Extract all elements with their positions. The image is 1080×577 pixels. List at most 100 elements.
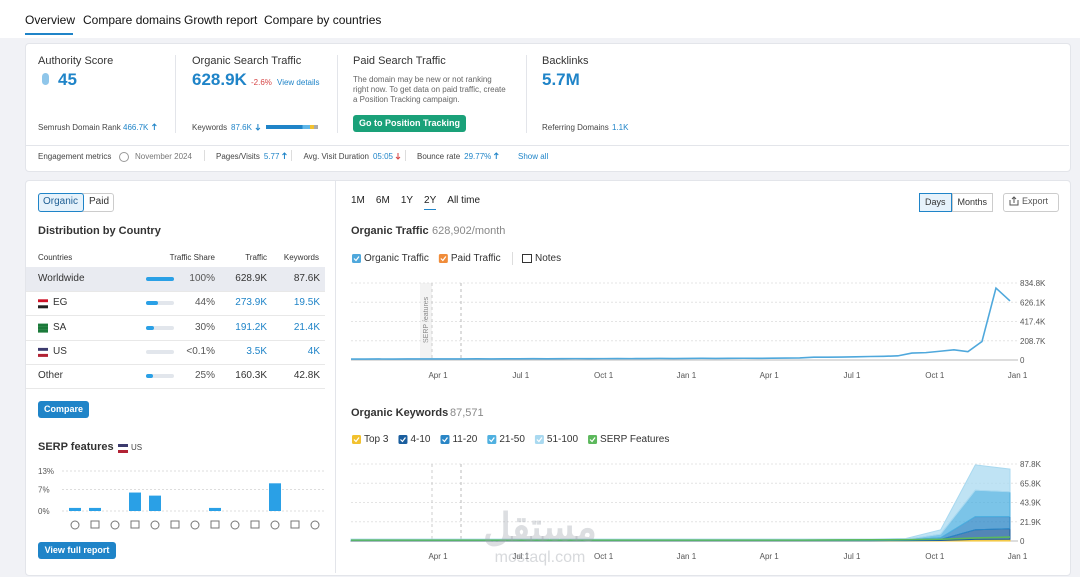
- range-button[interactable]: 1M: [351, 195, 365, 206]
- notes[interactable]: Notes: [535, 253, 562, 264]
- range-button[interactable]: 6M: [375, 195, 390, 206]
- traffic: 160.3K: [235, 370, 267, 382]
- column-header: Countries: [38, 253, 73, 262]
- sub-value[interactable]: 1.1K: [612, 123, 629, 132]
- range-button[interactable]: 1Y: [400, 195, 414, 206]
- country: US: [53, 345, 67, 357]
- button[interactable]: Compare: [38, 401, 89, 418]
- section-title: SERP features: [38, 441, 114, 453]
- toggle-option[interactable]: Paid: [89, 196, 110, 207]
- keywords[interactable]: 19.5K: [293, 297, 320, 309]
- keyword-bar: [266, 125, 318, 129]
- legend-label[interactable]: 11-20: [452, 434, 478, 445]
- engagement-label: Engagement metrics: [38, 152, 112, 161]
- button[interactable]: View full report: [38, 542, 116, 559]
- country: SA: [53, 321, 67, 333]
- column-header: Traffic Share: [169, 253, 215, 262]
- share: 25%: [194, 370, 215, 382]
- metric-value: 45: [58, 70, 77, 89]
- keywords: 87.6K: [293, 273, 320, 284]
- keywords[interactable]: 21.4K: [293, 321, 320, 333]
- tab[interactable]: Compare domains: [83, 13, 182, 27]
- note: The domain may be new or not ranking rig…: [353, 75, 506, 104]
- row-divider: [26, 291, 325, 292]
- tab-bar: Overview Compare domains Growth report C…: [0, 0, 1080, 38]
- toggle-selected: [38, 193, 84, 212]
- share-bar: [146, 374, 153, 379]
- sub-label: Referring Domains: [542, 123, 609, 132]
- divider: [405, 150, 406, 161]
- legend-label[interactable]: SERP Features: [600, 434, 670, 445]
- share: 30%: [194, 321, 215, 333]
- period: November 2024: [135, 152, 192, 161]
- metric-label: Organic Search Traffic: [192, 55, 302, 67]
- share-track: [146, 301, 174, 306]
- range-button[interactable]: All time: [447, 195, 481, 206]
- metric-value: 628.9K: [192, 70, 247, 89]
- main-card: [25, 180, 1071, 576]
- score-icon: [42, 73, 49, 85]
- traffic[interactable]: 273.9K: [235, 297, 267, 309]
- traffic[interactable]: 3.5K: [246, 345, 267, 357]
- legend-label[interactable]: Organic Traffic: [364, 253, 429, 264]
- engagement-metric: Bounce rate: [417, 152, 461, 161]
- share-track: [146, 374, 174, 379]
- chart-title: Organic Keywords: [351, 407, 449, 419]
- view-option[interactable]: Days: [919, 193, 952, 212]
- tab[interactable]: Growth report: [184, 13, 258, 27]
- section-title: Distribution by Country: [38, 225, 161, 237]
- column-header: Keywords: [283, 253, 319, 262]
- legend-label[interactable]: 51-100: [546, 434, 579, 445]
- share-bar: [146, 301, 159, 306]
- row-divider: [26, 388, 325, 390]
- share-bar: [146, 277, 174, 281]
- divider: [526, 55, 527, 133]
- divider: [204, 150, 205, 161]
- range-button[interactable]: 2Y: [424, 195, 437, 206]
- share: 100%: [189, 273, 215, 284]
- country: Worldwide: [38, 273, 85, 284]
- metric-label: Backlinks: [542, 55, 589, 67]
- divider: [335, 181, 336, 573]
- sub-value[interactable]: 466.7K: [123, 123, 149, 132]
- keywords[interactable]: 4K: [307, 345, 320, 357]
- divider: [512, 252, 513, 265]
- share: <0.1%: [186, 345, 215, 357]
- metric-label: Paid Search Traffic: [353, 55, 446, 67]
- row-highlight: [26, 267, 325, 291]
- link[interactable]: Show all: [518, 152, 549, 161]
- divider: [175, 55, 176, 133]
- divider: [291, 150, 293, 161]
- legend-label[interactable]: Paid Traffic: [450, 253, 501, 264]
- column-header: Traffic: [245, 253, 267, 262]
- share-track: [146, 325, 174, 330]
- country: EG: [53, 297, 68, 309]
- view-option[interactable]: Months: [951, 193, 994, 212]
- tab-underline: [25, 33, 73, 35]
- export-button[interactable]: [1003, 193, 1059, 212]
- toggle-option[interactable]: Organic: [43, 196, 79, 207]
- engagement-value: 05:05: [372, 152, 393, 161]
- metric-value: 5.7M: [542, 70, 580, 89]
- divider: [337, 55, 338, 133]
- sub-label: Keywords: [192, 123, 228, 132]
- metric-label: Authority Score: [38, 55, 114, 67]
- row-divider: [26, 339, 325, 341]
- engagement-value: 29.77%: [464, 152, 492, 161]
- export-label[interactable]: Export: [1022, 196, 1049, 206]
- tab[interactable]: Compare by countries: [264, 13, 382, 27]
- legend-label[interactable]: Top 3: [364, 434, 389, 445]
- share-track: [146, 349, 174, 354]
- legend-label[interactable]: 4-10: [410, 434, 431, 445]
- icon: [119, 152, 129, 162]
- keywords: 42.8K: [293, 370, 320, 382]
- legend-label[interactable]: 21-50: [499, 434, 525, 445]
- sub-value[interactable]: 87.6K: [231, 123, 252, 132]
- sub-label: Semrush Domain Rank: [38, 123, 121, 132]
- tab[interactable]: Overview: [25, 13, 76, 27]
- link[interactable]: View details: [277, 78, 320, 87]
- share: 44%: [194, 297, 215, 309]
- button[interactable]: Go to Position Tracking: [353, 115, 466, 132]
- traffic[interactable]: 191.2K: [235, 321, 267, 333]
